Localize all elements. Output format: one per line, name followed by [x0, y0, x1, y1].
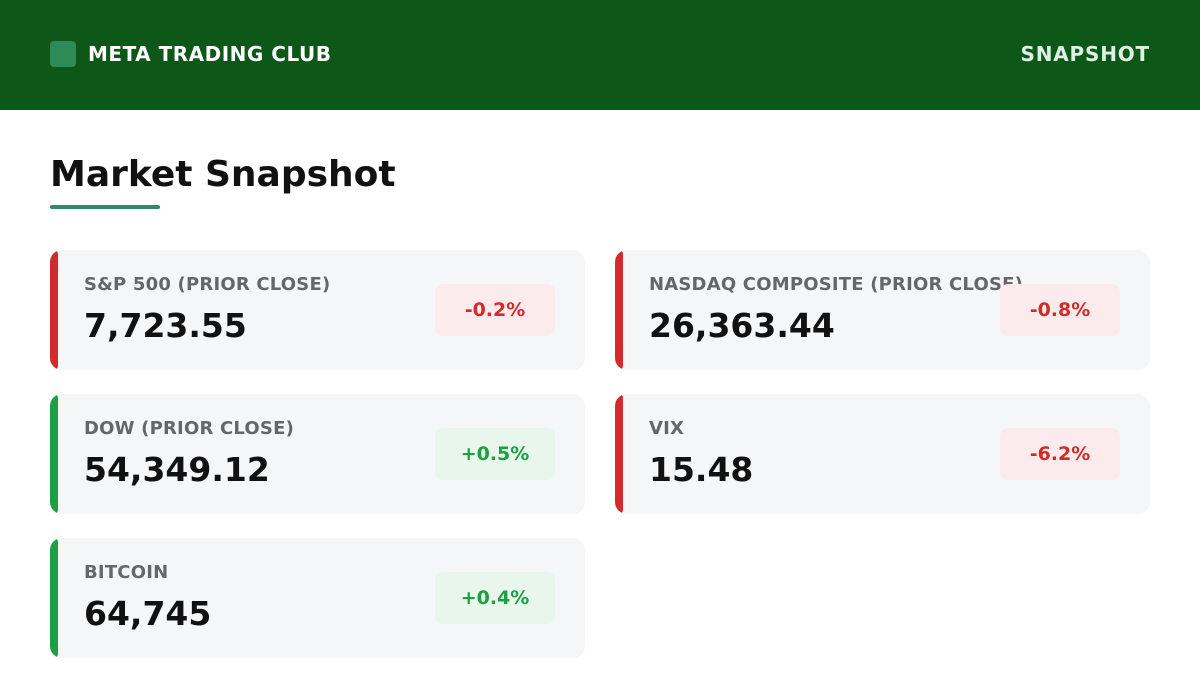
card-label: NASDAQ COMPOSITE (PRIOR CLOSE): [649, 274, 1024, 295]
card-value: 26,363.44: [649, 306, 835, 345]
brand[interactable]: META TRADING CLUB: [50, 40, 331, 68]
top-bar: META TRADING CLUB SNAPSHOT: [0, 0, 1200, 110]
card-value: 54,349.12: [84, 450, 270, 489]
brand-name: META TRADING CLUB: [88, 42, 332, 66]
card-value: 64,745: [84, 594, 212, 633]
change-badge: +0.4%: [435, 572, 555, 624]
card-label: S&P 500 (PRIOR CLOSE): [84, 274, 331, 295]
card-accent-bar: [50, 250, 58, 370]
card-value: 15.48: [649, 450, 754, 489]
card-accent-bar: [615, 394, 623, 514]
card-accent-bar: [50, 394, 58, 514]
market-card-nasdaq: NASDAQ COMPOSITE (PRIOR CLOSE) 26,363.44…: [615, 250, 1150, 370]
market-card-bitcoin: BITCOIN 64,745 +0.4%: [50, 538, 585, 658]
card-accent-bar: [615, 250, 623, 370]
market-card-sp500: S&P 500 (PRIOR CLOSE) 7,723.55 -0.2%: [50, 250, 585, 370]
card-value: 7,723.55: [84, 306, 247, 345]
title-underline: [50, 205, 160, 209]
change-badge: -0.2%: [435, 284, 555, 336]
card-label: DOW (PRIOR CLOSE): [84, 418, 294, 439]
market-card-vix: VIX 15.48 -6.2%: [615, 394, 1150, 514]
brand-logo-icon: [50, 41, 76, 67]
page-title: Market Snapshot: [50, 154, 396, 195]
market-card-dow: DOW (PRIOR CLOSE) 54,349.12 +0.5%: [50, 394, 585, 514]
change-badge: +0.5%: [435, 428, 555, 480]
snapshot-nav-link[interactable]: SNAPSHOT: [1020, 42, 1150, 66]
change-badge: -6.2%: [1000, 428, 1120, 480]
card-label: BITCOIN: [84, 562, 169, 583]
card-accent-bar: [50, 538, 58, 658]
change-badge: -0.8%: [1000, 284, 1120, 336]
card-label: VIX: [649, 418, 685, 439]
